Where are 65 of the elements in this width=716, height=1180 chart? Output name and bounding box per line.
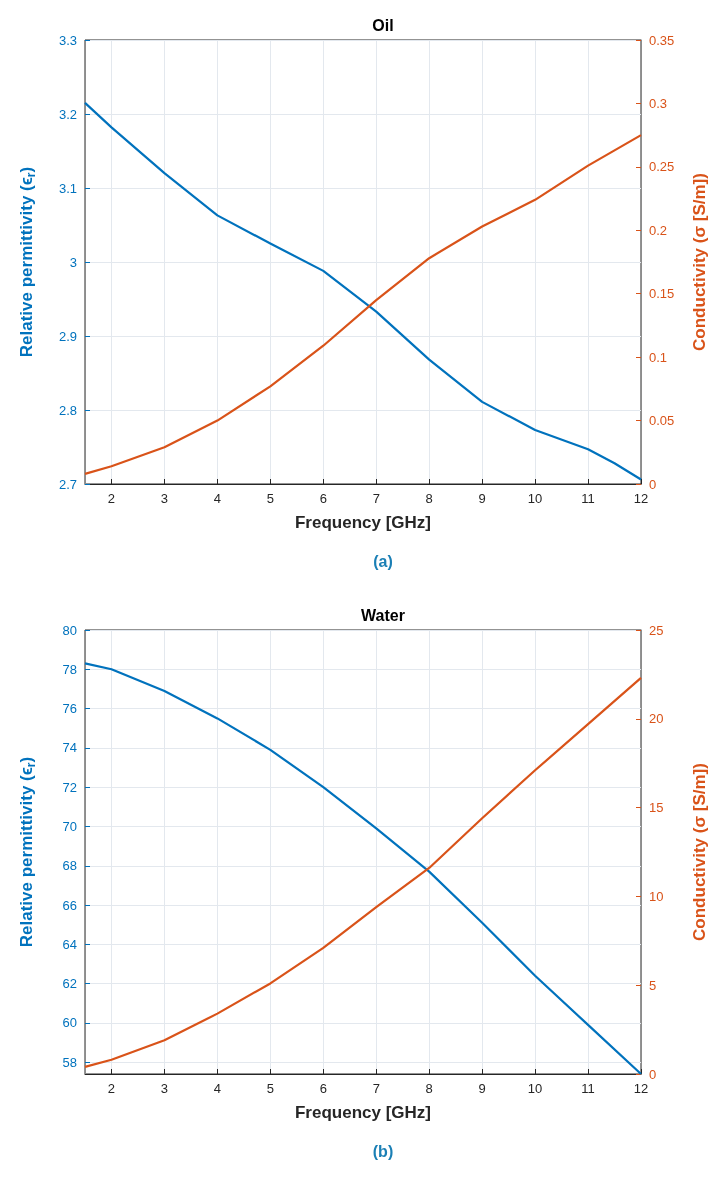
x-tick-label: 11: [581, 1081, 595, 1096]
y2-tick-label: 0.1: [649, 349, 668, 365]
y-tick-label: 3.2: [58, 106, 77, 122]
x-tick-label: 6: [319, 491, 327, 506]
y-tick-label: 64: [62, 936, 77, 952]
y-tick-label: 62: [62, 976, 77, 992]
y2-tick-label: 0.15: [649, 286, 675, 302]
y-axis-title: Relative permittivity (ϵr): [16, 166, 38, 358]
y-tick-label: 74: [62, 740, 77, 756]
y2-tick-label: 0.2: [649, 222, 668, 238]
y-tick-label: 72: [62, 779, 77, 795]
x-tick-label: 10: [527, 1081, 543, 1096]
x-tick-label: 7: [372, 491, 380, 506]
x-tick-label: 5: [266, 491, 274, 506]
y2-tick-label: 0: [649, 476, 657, 492]
y2-tick-label: 15: [649, 800, 664, 816]
x-tick-label: 9: [478, 491, 486, 506]
x-tick-label: 12: [633, 491, 649, 506]
x-tick-label: 10: [527, 491, 543, 506]
x-tick-label: 6: [319, 1081, 327, 1096]
x-tick-label: 4: [213, 1081, 221, 1096]
x-tick-label: 8: [425, 491, 433, 506]
y2-tick-label: 0.25: [649, 159, 675, 175]
x-tick-label: 3: [160, 1081, 169, 1096]
y-tick-label: 60: [62, 1015, 77, 1031]
y-tick-label: 80: [62, 622, 77, 638]
x-tick-label: 3: [160, 491, 169, 506]
text: (a): [373, 552, 393, 570]
x-tick-label: 5: [266, 1081, 274, 1096]
y-tick-label: 78: [62, 661, 77, 677]
y-tick-label: 68: [62, 858, 77, 874]
y-axis-title: Relative permittivity (ϵr): [16, 756, 38, 948]
y2-tick-label: 10: [649, 888, 664, 904]
chart-title: Water: [361, 606, 405, 624]
y-tick-label: 58: [62, 1054, 77, 1070]
y2-tick-label: 0.35: [649, 32, 675, 48]
y-tick-label: 70: [62, 818, 77, 834]
x-tick-label: 11: [581, 491, 595, 506]
x-tick-label: 12: [633, 1081, 649, 1096]
y2-tick-label: 0: [649, 1066, 657, 1082]
x-tick-label: 4: [213, 491, 221, 506]
y2-tick-label: 25: [649, 622, 664, 638]
y2-tick-label: 0.05: [649, 413, 675, 429]
y2-axis-title: Conductivity (σ [S/m]): [690, 173, 709, 351]
chart-title: Oil: [372, 16, 394, 34]
y2-axis-title: Conductivity (σ [S/m]): [690, 763, 709, 941]
y2-tick-label: 20: [649, 711, 664, 727]
y2-tick-label: 0.3: [649, 95, 668, 111]
x-tick-label: 7: [372, 1081, 380, 1096]
x-tick-label: 2: [107, 1081, 116, 1096]
x-axis-title: Frequency [GHz]: [294, 513, 432, 532]
y-tick-label: 66: [62, 897, 77, 913]
text: (b): [372, 1142, 394, 1160]
x-tick-label: 2: [107, 491, 116, 506]
y-tick-label: 76: [62, 701, 77, 717]
y-tick-label: 3.1: [58, 180, 77, 196]
x-axis-title: Frequency [GHz]: [294, 1103, 432, 1122]
y2-tick-label: 5: [649, 977, 657, 993]
y-tick-label: 2.8: [58, 402, 77, 418]
y-tick-label: 3: [69, 254, 77, 270]
y-tick-label: 2.9: [58, 328, 77, 344]
x-tick-label: 8: [425, 1081, 433, 1096]
y-tick-label: 2.7: [58, 476, 77, 492]
y-tick-label: 3.3: [58, 32, 77, 48]
x-tick-label: 9: [478, 1081, 486, 1096]
